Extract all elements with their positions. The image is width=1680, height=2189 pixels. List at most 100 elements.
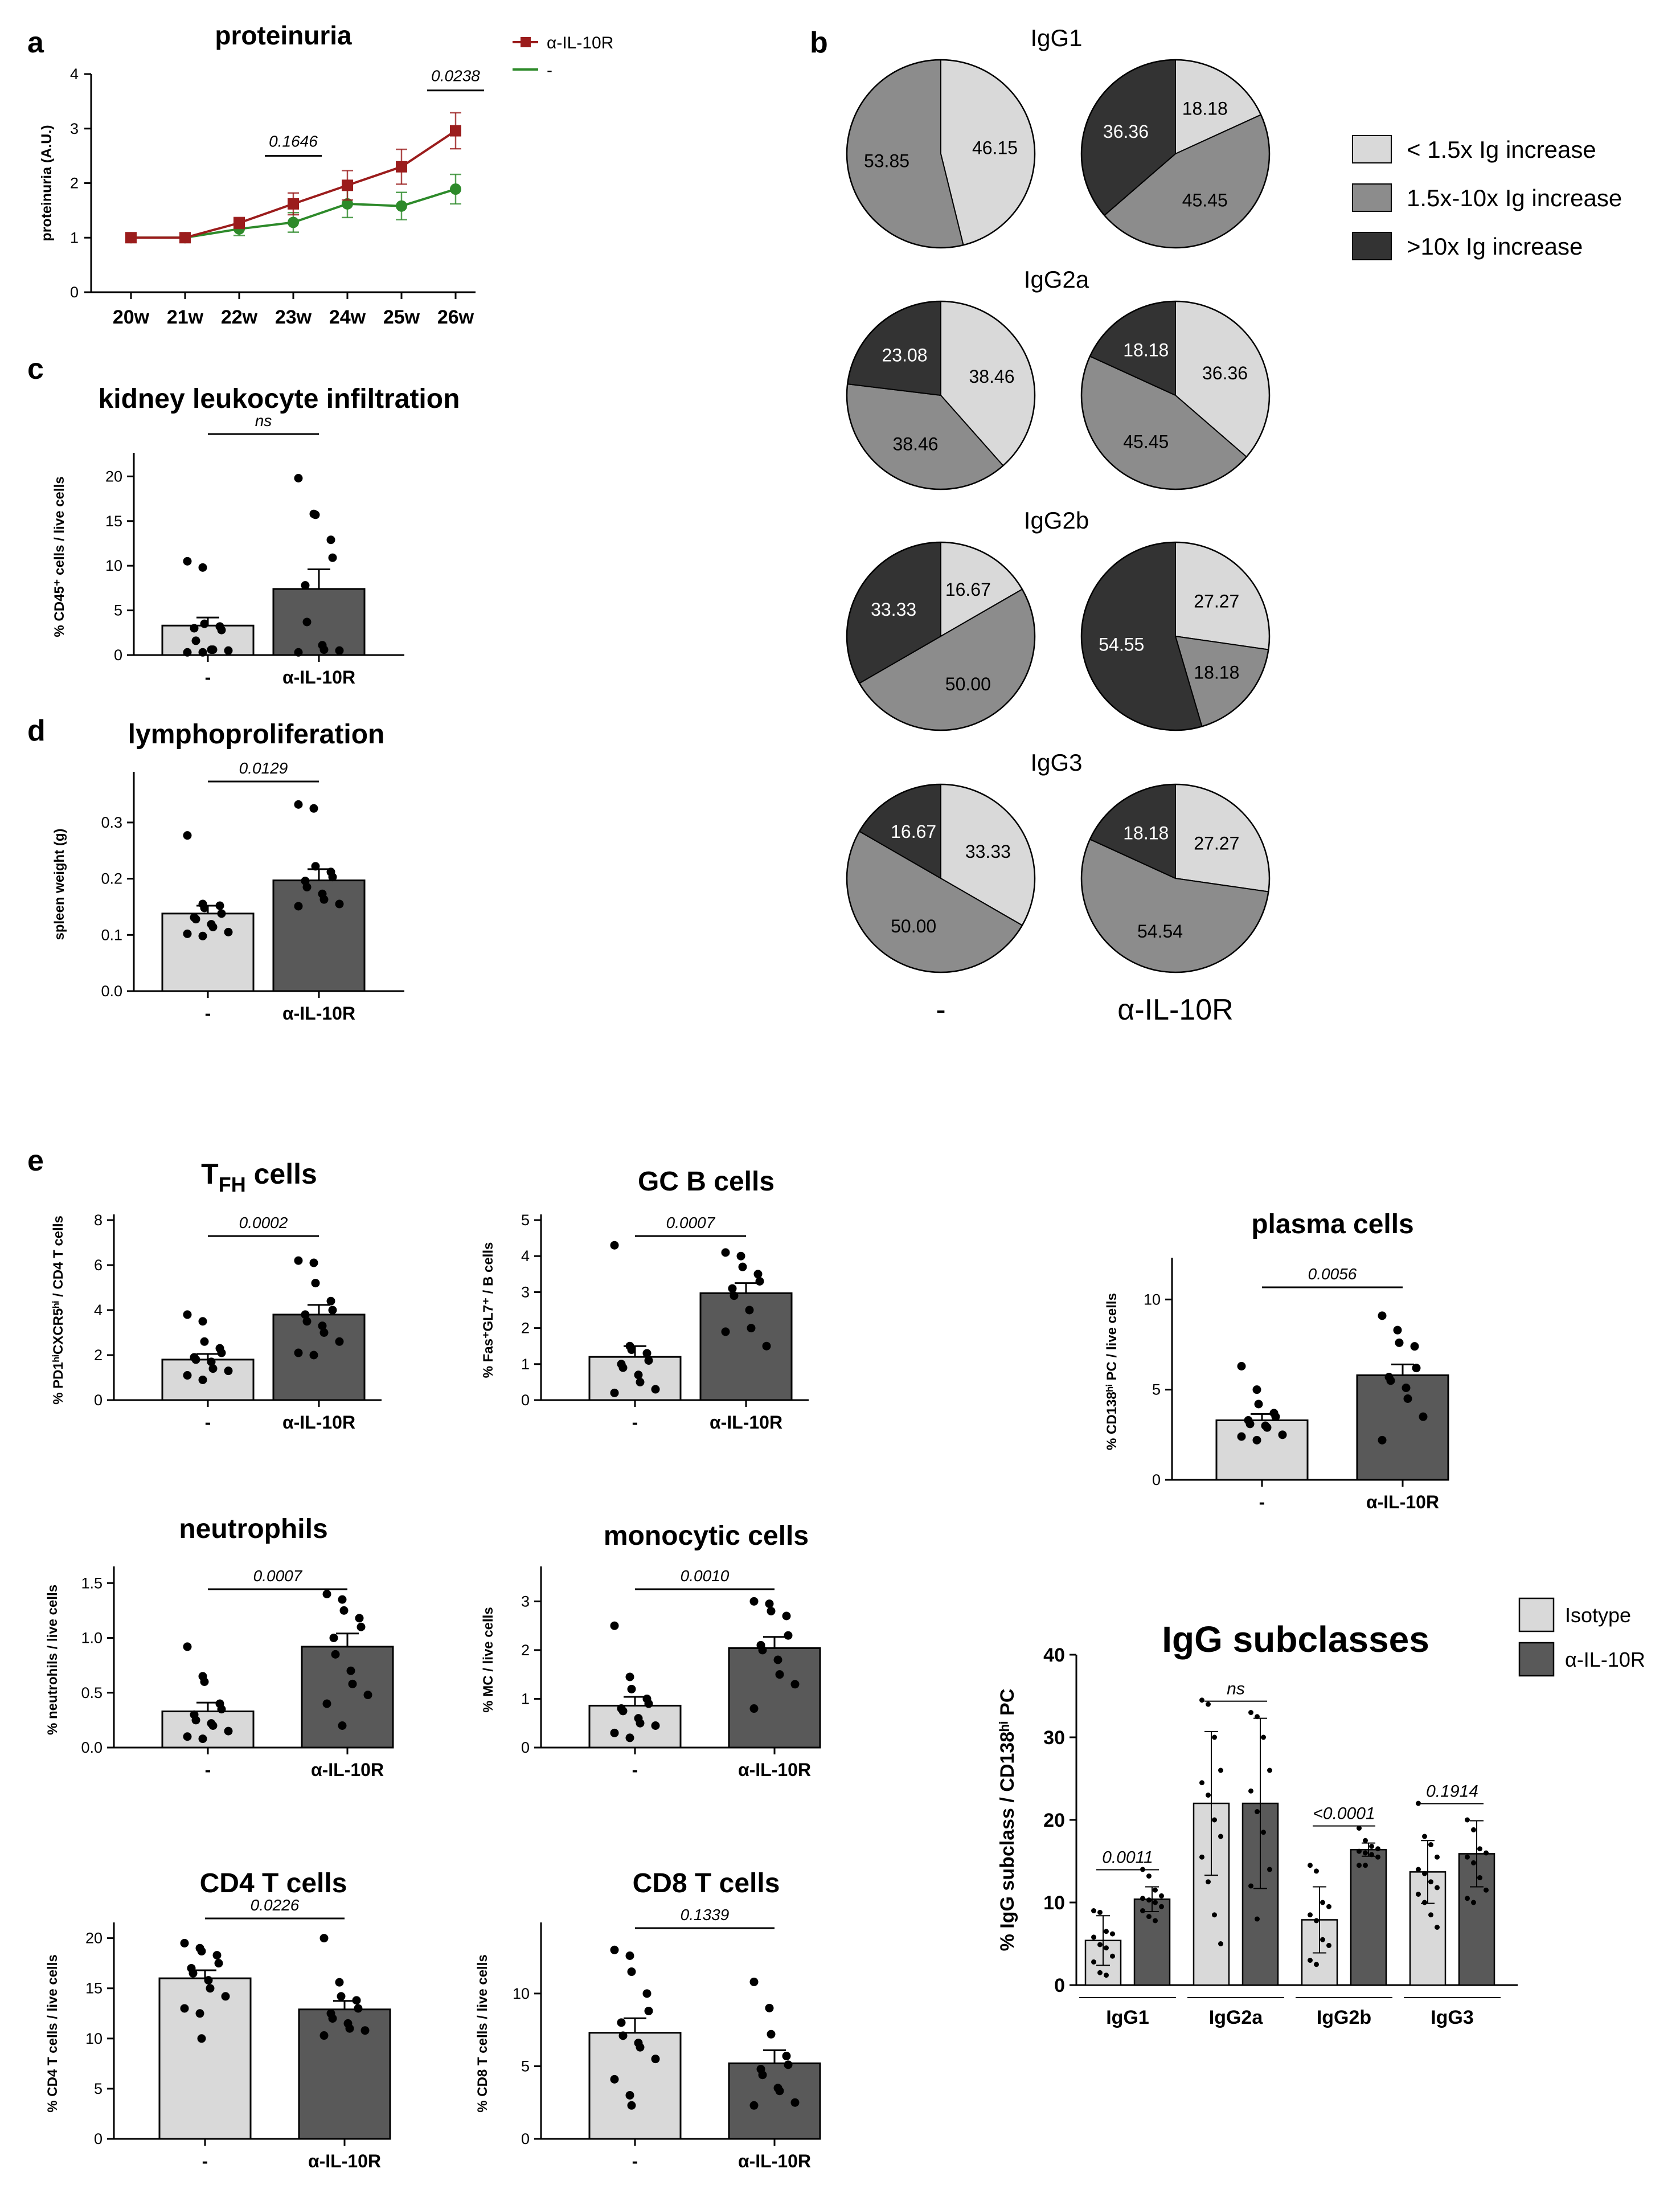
x-tick-label: α-IL-10R — [710, 1412, 782, 1433]
y-tick-label: 0 — [114, 647, 122, 664]
y-tick-label: 8 — [94, 1212, 103, 1229]
data-point — [217, 625, 226, 635]
x-tick-label: - — [632, 1760, 638, 1780]
data-point — [198, 563, 207, 572]
y-tick-label: 0 — [1152, 1471, 1161, 1488]
data-point — [1255, 1916, 1260, 1922]
y-tick-label: 40 — [1043, 1644, 1065, 1666]
x-tick-label: α-IL-10R — [738, 2151, 811, 2171]
y-axis-label: spleen weight (g) — [52, 828, 67, 940]
pie-label: 16.67 — [891, 821, 936, 842]
data-point — [197, 1947, 206, 1956]
x-tick-label: - — [205, 667, 211, 688]
data-point — [1465, 1896, 1470, 1901]
bar — [1215, 1419, 1309, 1481]
pie-label: 18.18 — [1194, 662, 1239, 683]
data-point — [1146, 1914, 1152, 1920]
x-tick-label: - — [632, 1412, 638, 1433]
data-point — [618, 1363, 628, 1372]
data-point — [294, 474, 303, 482]
pie-outline — [1080, 541, 1271, 731]
data-point — [207, 1357, 216, 1366]
y-tick-label: 0 — [1054, 1975, 1065, 1996]
data-point — [627, 2101, 636, 2110]
data-point — [329, 1634, 338, 1642]
data-point — [1320, 1937, 1325, 1942]
data-point — [730, 1291, 739, 1300]
pie-label: 36.36 — [1103, 121, 1149, 142]
data-point — [758, 1646, 767, 1655]
data-point — [1471, 1827, 1476, 1832]
data-point — [1091, 1934, 1096, 1940]
data-point — [1199, 1854, 1204, 1860]
pie-label: 54.54 — [1137, 921, 1183, 942]
data-point — [198, 931, 207, 940]
data-point — [1254, 1400, 1263, 1409]
data-point — [212, 1951, 222, 1960]
data-point — [1393, 1325, 1402, 1335]
data-point — [1206, 1879, 1211, 1885]
bar — [1356, 1374, 1449, 1481]
x-tick-label: α-IL-10R — [1366, 1492, 1439, 1512]
x-tick-label: - — [1259, 1492, 1265, 1512]
data-point — [363, 1691, 372, 1700]
bar — [588, 1356, 682, 1401]
data-point — [610, 1388, 619, 1397]
data-point — [1412, 1364, 1421, 1373]
data-point — [326, 535, 335, 545]
data-point — [1422, 1871, 1427, 1876]
data-point — [1428, 1912, 1433, 1918]
data-point — [1419, 1412, 1428, 1421]
legend-label: Isotype — [1565, 1603, 1631, 1627]
bar — [298, 2008, 391, 2140]
data-point — [183, 1371, 192, 1380]
data-point — [302, 882, 312, 891]
data-point — [765, 1599, 774, 1609]
p-value: 0.0007 — [253, 1567, 303, 1585]
pie-label: 27.27 — [1194, 833, 1239, 853]
data-point — [224, 927, 233, 936]
x-tick-label: IgG2a — [1209, 2007, 1264, 2028]
bar — [158, 1977, 252, 2140]
data-point — [625, 1672, 634, 1681]
data-point — [775, 2086, 784, 2096]
pie-label: 46.15 — [972, 137, 1018, 158]
data-point — [721, 1327, 730, 1336]
y-axis-label: proteinuria (A.U.) — [39, 125, 55, 241]
data-point — [208, 1721, 218, 1730]
data-point — [183, 1310, 192, 1319]
data-point — [618, 2031, 628, 2040]
data-point — [301, 1310, 310, 1319]
data-point — [348, 1679, 357, 1688]
pie-row-label: IgG2b — [1024, 507, 1089, 534]
data-point — [767, 1606, 776, 1615]
cd4-chart: CD4 T cells 0 5 10 15 20 % CD4 T cells / live … — [45, 1868, 391, 2171]
x-tick-label: - — [205, 1412, 211, 1433]
data-point — [627, 1345, 636, 1355]
pie-label: 27.27 — [1194, 591, 1239, 611]
legend-swatch — [1518, 1597, 1555, 1632]
data-point — [338, 1595, 347, 1604]
data-point — [1314, 1962, 1319, 1967]
data-point — [1314, 1868, 1319, 1874]
x-tick-label: 26w — [437, 306, 474, 328]
pie-label: 18.18 — [1182, 98, 1228, 118]
data-point — [642, 1989, 651, 1998]
data-point — [767, 2030, 776, 2039]
pie-column-label: α-IL-10R — [1117, 993, 1233, 1026]
spleen-chart: lymphoproliferation 0.0 0.1 0.2 0.3 spleen we… — [52, 719, 404, 1024]
data-point — [1357, 1863, 1362, 1868]
data-point — [753, 1270, 763, 1279]
chart-title: neutrophils — [179, 1514, 327, 1544]
data-point — [396, 200, 407, 212]
data-point — [1402, 1384, 1411, 1392]
data-point — [183, 929, 192, 938]
pie-row-label: IgG3 — [1030, 749, 1082, 776]
pie-label: 50.00 — [945, 674, 991, 694]
x-tick-label: IgG3 — [1431, 2007, 1474, 2028]
data-point — [1378, 1435, 1387, 1445]
data-point — [634, 1370, 643, 1380]
x-tick-label: α-IL-10R — [282, 1412, 355, 1433]
p-value: 0.1914 — [1426, 1782, 1478, 1801]
data-point — [331, 1650, 340, 1659]
